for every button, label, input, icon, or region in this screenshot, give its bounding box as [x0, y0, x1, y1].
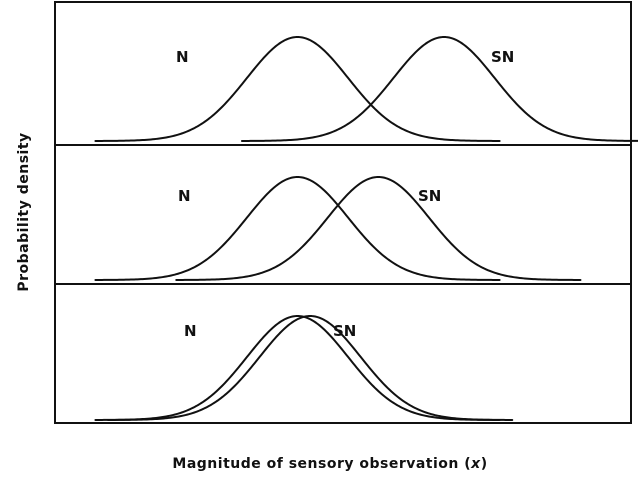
label-n-top: N: [176, 48, 189, 66]
panel-top-frame: [54, 1, 632, 146]
label-sn-bottom: SN: [333, 322, 356, 340]
curve-n-bottom: [94, 315, 501, 421]
x-axis-label: Magnitude of sensory observation (x): [172, 456, 487, 472]
curve-sn-middle: [175, 176, 582, 281]
curve-sn-top: [240, 36, 638, 142]
curve-n-middle: [94, 176, 501, 281]
label-sn-middle: SN: [418, 187, 441, 205]
curve-n-top: [94, 36, 501, 142]
panel-top: N SN: [54, 1, 638, 146]
label-n-middle: N: [178, 187, 191, 205]
curve-sn-bottom: [107, 315, 514, 421]
panel-bottom-frame: [54, 283, 632, 424]
panel-bottom: N SN: [54, 283, 632, 424]
panel-middle: N SN: [54, 144, 632, 285]
label-n-bottom: N: [184, 322, 197, 340]
y-axis-label: Probability density: [16, 132, 32, 291]
x-axis-label-close: ): [481, 456, 488, 472]
x-axis-label-main: Magnitude of sensory observation (: [172, 456, 471, 472]
label-sn-top: SN: [491, 48, 514, 66]
x-axis-label-var: x: [470, 456, 481, 472]
panel-middle-frame: [54, 144, 632, 285]
